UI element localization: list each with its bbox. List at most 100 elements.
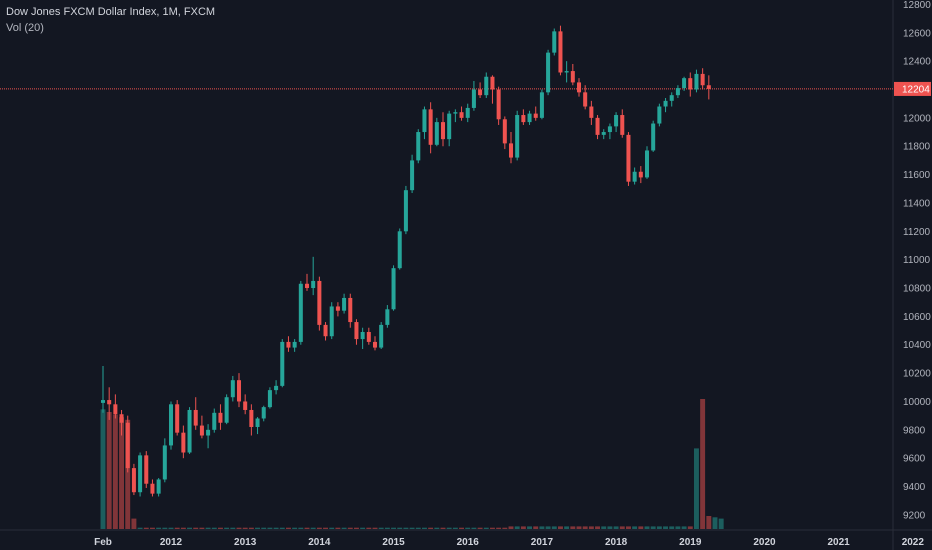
candle[interactable] — [657, 103, 662, 127]
candle[interactable] — [156, 478, 161, 497]
candle[interactable] — [144, 451, 149, 488]
candle[interactable] — [218, 404, 223, 430]
candle[interactable] — [453, 109, 458, 123]
candle[interactable] — [669, 92, 674, 107]
candle[interactable] — [366, 327, 371, 345]
candle[interactable] — [663, 98, 668, 113]
candle[interactable] — [379, 322, 384, 349]
candle[interactable] — [360, 327, 365, 349]
candle[interactable] — [539, 89, 544, 120]
candle[interactable] — [385, 305, 390, 328]
candle[interactable] — [459, 106, 464, 121]
candle[interactable] — [558, 25, 563, 76]
candle[interactable] — [212, 408, 217, 433]
candle[interactable] — [175, 400, 180, 436]
candle[interactable] — [181, 425, 186, 459]
candle[interactable] — [478, 82, 483, 99]
candle[interactable] — [434, 117, 439, 147]
x-axis[interactable]: Feb 2012 2013 2014 2015 2016 2017 2018 2019 2020 2… — [94, 537, 924, 548]
candle[interactable] — [515, 110, 520, 161]
candle[interactable] — [403, 185, 408, 235]
candle[interactable] — [465, 103, 470, 123]
candle[interactable] — [638, 166, 643, 184]
candle[interactable] — [342, 293, 347, 314]
candle[interactable] — [490, 75, 495, 104]
candle[interactable] — [484, 72, 489, 99]
candle[interactable] — [447, 110, 452, 147]
candle[interactable] — [546, 49, 551, 96]
candle[interactable] — [391, 265, 396, 311]
candle[interactable] — [131, 463, 136, 496]
candle[interactable] — [249, 404, 254, 436]
candle[interactable] — [682, 76, 687, 91]
candle[interactable] — [138, 452, 143, 497]
candle[interactable] — [428, 102, 433, 154]
candle[interactable] — [348, 293, 353, 328]
candle[interactable] — [372, 336, 378, 351]
candle[interactable] — [292, 339, 297, 352]
candle[interactable] — [107, 387, 112, 420]
candle[interactable] — [595, 115, 600, 140]
candle[interactable] — [119, 409, 124, 436]
candle[interactable] — [304, 273, 310, 291]
candle[interactable] — [632, 167, 637, 185]
candle[interactable] — [576, 78, 582, 97]
candle[interactable] — [286, 336, 291, 352]
candle[interactable] — [113, 394, 118, 419]
candle[interactable] — [354, 319, 359, 345]
candle[interactable] — [193, 397, 198, 430]
candle[interactable] — [601, 129, 606, 140]
candle[interactable] — [125, 415, 130, 473]
candle[interactable] — [199, 415, 204, 439]
candle[interactable] — [416, 129, 421, 164]
candle[interactable] — [570, 63, 575, 86]
candle[interactable] — [700, 68, 705, 90]
candle[interactable] — [243, 394, 248, 415]
candle[interactable] — [564, 61, 569, 83]
candle[interactable] — [422, 106, 427, 140]
candle[interactable] — [694, 69, 699, 93]
candle-series[interactable] — [100, 25, 711, 497]
candle[interactable] — [620, 109, 625, 138]
candle[interactable] — [533, 106, 538, 121]
candle[interactable] — [280, 339, 285, 388]
candle[interactable] — [626, 132, 631, 186]
y-axis[interactable]: 9200 9400 9600 9800 10000 10200 10400 10600 1080… — [903, 0, 931, 521]
candle[interactable] — [329, 302, 334, 340]
candle[interactable] — [644, 146, 650, 179]
candle[interactable] — [236, 373, 242, 408]
candle[interactable] — [589, 100, 594, 125]
candle[interactable] — [502, 116, 507, 150]
candle[interactable] — [224, 394, 229, 425]
candle[interactable] — [607, 123, 612, 140]
candle[interactable] — [583, 85, 588, 110]
candle[interactable] — [675, 85, 680, 99]
candle[interactable] — [614, 112, 619, 133]
candle[interactable] — [323, 322, 328, 341]
candle[interactable] — [298, 280, 303, 345]
candle[interactable] — [274, 380, 279, 395]
candle[interactable] — [552, 28, 557, 56]
candle[interactable] — [261, 405, 266, 422]
candle[interactable] — [651, 120, 656, 152]
candle[interactable] — [317, 276, 322, 331]
candle[interactable] — [255, 417, 260, 435]
candle[interactable] — [230, 375, 235, 402]
candle[interactable] — [150, 479, 155, 497]
candle[interactable] — [206, 424, 211, 449]
candle[interactable] — [267, 387, 272, 409]
candle[interactable] — [471, 80, 476, 111]
candle[interactable] — [496, 86, 501, 125]
candle[interactable] — [527, 110, 532, 125]
candle[interactable] — [688, 72, 693, 97]
candle[interactable] — [168, 401, 174, 450]
candle[interactable] — [706, 75, 711, 100]
candle[interactable] — [440, 112, 446, 147]
candle[interactable] — [397, 228, 402, 270]
candle[interactable] — [508, 132, 514, 164]
candle[interactable] — [335, 302, 340, 317]
candle[interactable] — [187, 407, 192, 454]
candle[interactable] — [311, 256, 316, 296]
